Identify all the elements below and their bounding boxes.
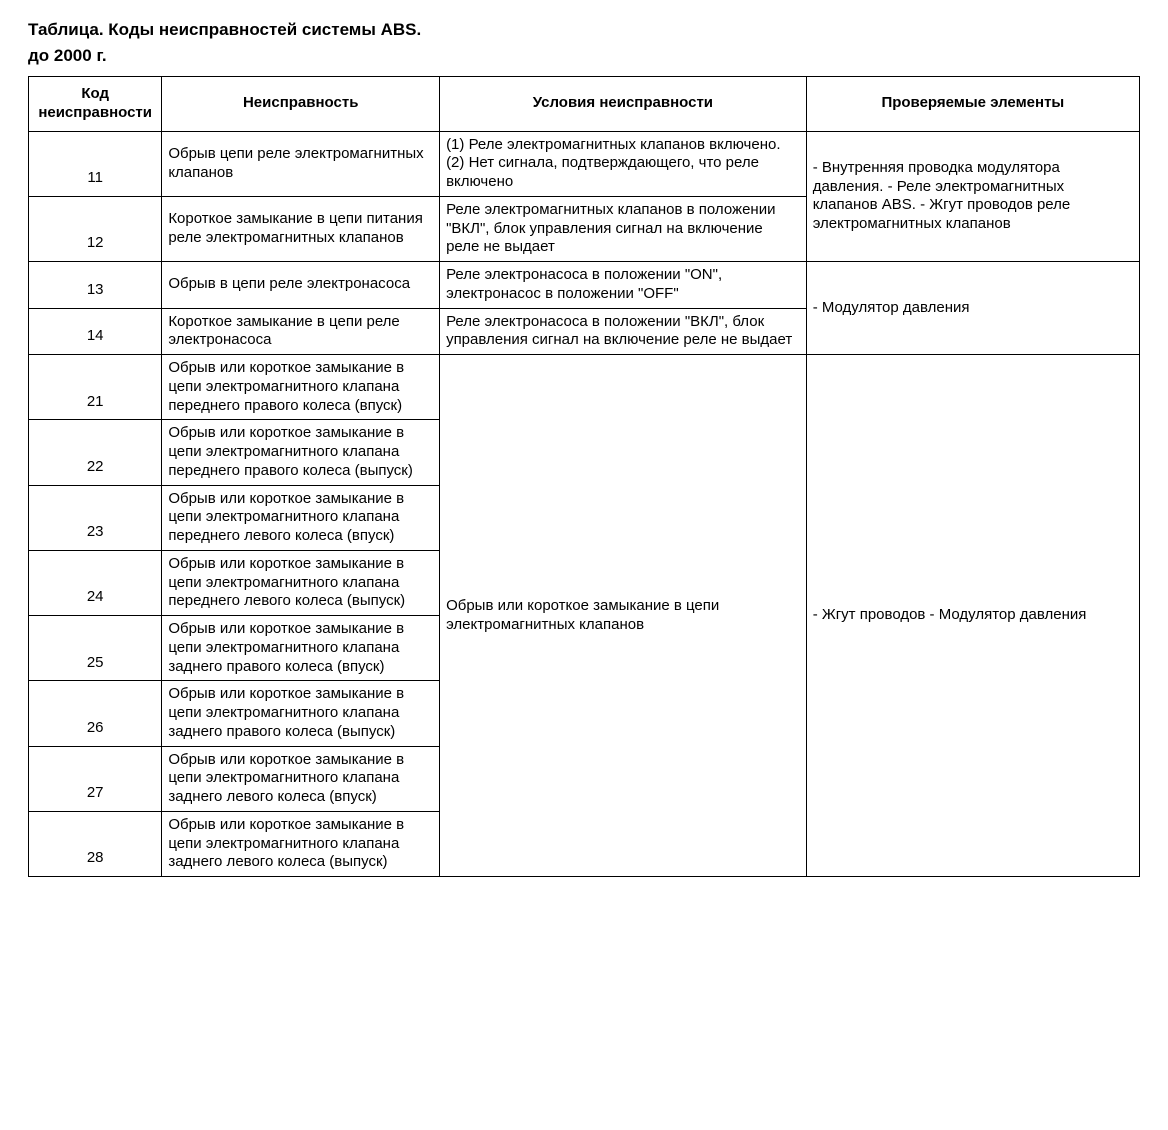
cell-fault: Обрыв или короткое замыкание в цепи элек…	[162, 485, 440, 550]
cell-fault: Короткое замыкание в цепи питания реле э…	[162, 196, 440, 261]
col-header-fault: Неисправность	[162, 77, 440, 132]
page-title: Таблица. Коды неисправностей системы ABS…	[28, 20, 1140, 40]
cell-check: - Жгут проводов - Модулятор давления	[806, 355, 1139, 877]
cell-code: 25	[29, 616, 162, 681]
cell-cond: Реле электромагнитных клапанов в положен…	[440, 196, 807, 261]
cell-check: - Модулятор давления	[806, 262, 1139, 355]
cell-fault: Обрыв или короткое замыкание в цепи элек…	[162, 616, 440, 681]
cell-code: 13	[29, 262, 162, 309]
cell-code: 24	[29, 550, 162, 615]
cell-cond: Обрыв или короткое замыкание в цепи элек…	[440, 355, 807, 877]
table-header-row: Код неисправности Неисправность Условия …	[29, 77, 1140, 132]
col-header-cond: Условия неисправности	[440, 77, 807, 132]
cell-code: 22	[29, 420, 162, 485]
cell-fault: Короткое замыкание в цепи реле электрона…	[162, 308, 440, 355]
cell-code: 28	[29, 811, 162, 876]
fault-codes-table: Код неисправности Неисправность Условия …	[28, 76, 1140, 877]
col-header-check: Проверяемые элементы	[806, 77, 1139, 132]
cell-fault: Обрыв или короткое замыкание в цепи элек…	[162, 355, 440, 420]
cell-fault: Обрыв или короткое замыкание в цепи элек…	[162, 420, 440, 485]
cell-cond: Реле электронасоса в положении "ON", эле…	[440, 262, 807, 309]
cell-code: 26	[29, 681, 162, 746]
cell-fault: Обрыв цепи реле электромагнитных клапано…	[162, 131, 440, 196]
cell-fault: Обрыв или короткое замыкание в цепи элек…	[162, 681, 440, 746]
cell-fault: Обрыв или короткое замыкание в цепи элек…	[162, 550, 440, 615]
cell-cond: (1) Реле электромагнитных клапанов включ…	[440, 131, 807, 196]
cell-code: 23	[29, 485, 162, 550]
table-row: 21 Обрыв или короткое замыкание в цепи э…	[29, 355, 1140, 420]
cell-fault: Обрыв или короткое замыкание в цепи элек…	[162, 746, 440, 811]
cell-code: 14	[29, 308, 162, 355]
cell-code: 21	[29, 355, 162, 420]
table-row: 13 Обрыв в цепи реле электронасоса Реле …	[29, 262, 1140, 309]
cell-code: 11	[29, 131, 162, 196]
cell-fault: Обрыв в цепи реле электронасоса	[162, 262, 440, 309]
cell-fault: Обрыв или короткое замыкание в цепи элек…	[162, 811, 440, 876]
table-row: 11 Обрыв цепи реле электромагнитных клап…	[29, 131, 1140, 196]
cell-code: 27	[29, 746, 162, 811]
cell-code: 12	[29, 196, 162, 261]
cell-cond: Реле электронасоса в положении "ВКЛ", бл…	[440, 308, 807, 355]
cell-check: - Внутренняя проводка модулятора давлени…	[806, 131, 1139, 262]
col-header-code: Код неисправности	[29, 77, 162, 132]
page-subtitle: до 2000 г.	[28, 46, 1140, 66]
